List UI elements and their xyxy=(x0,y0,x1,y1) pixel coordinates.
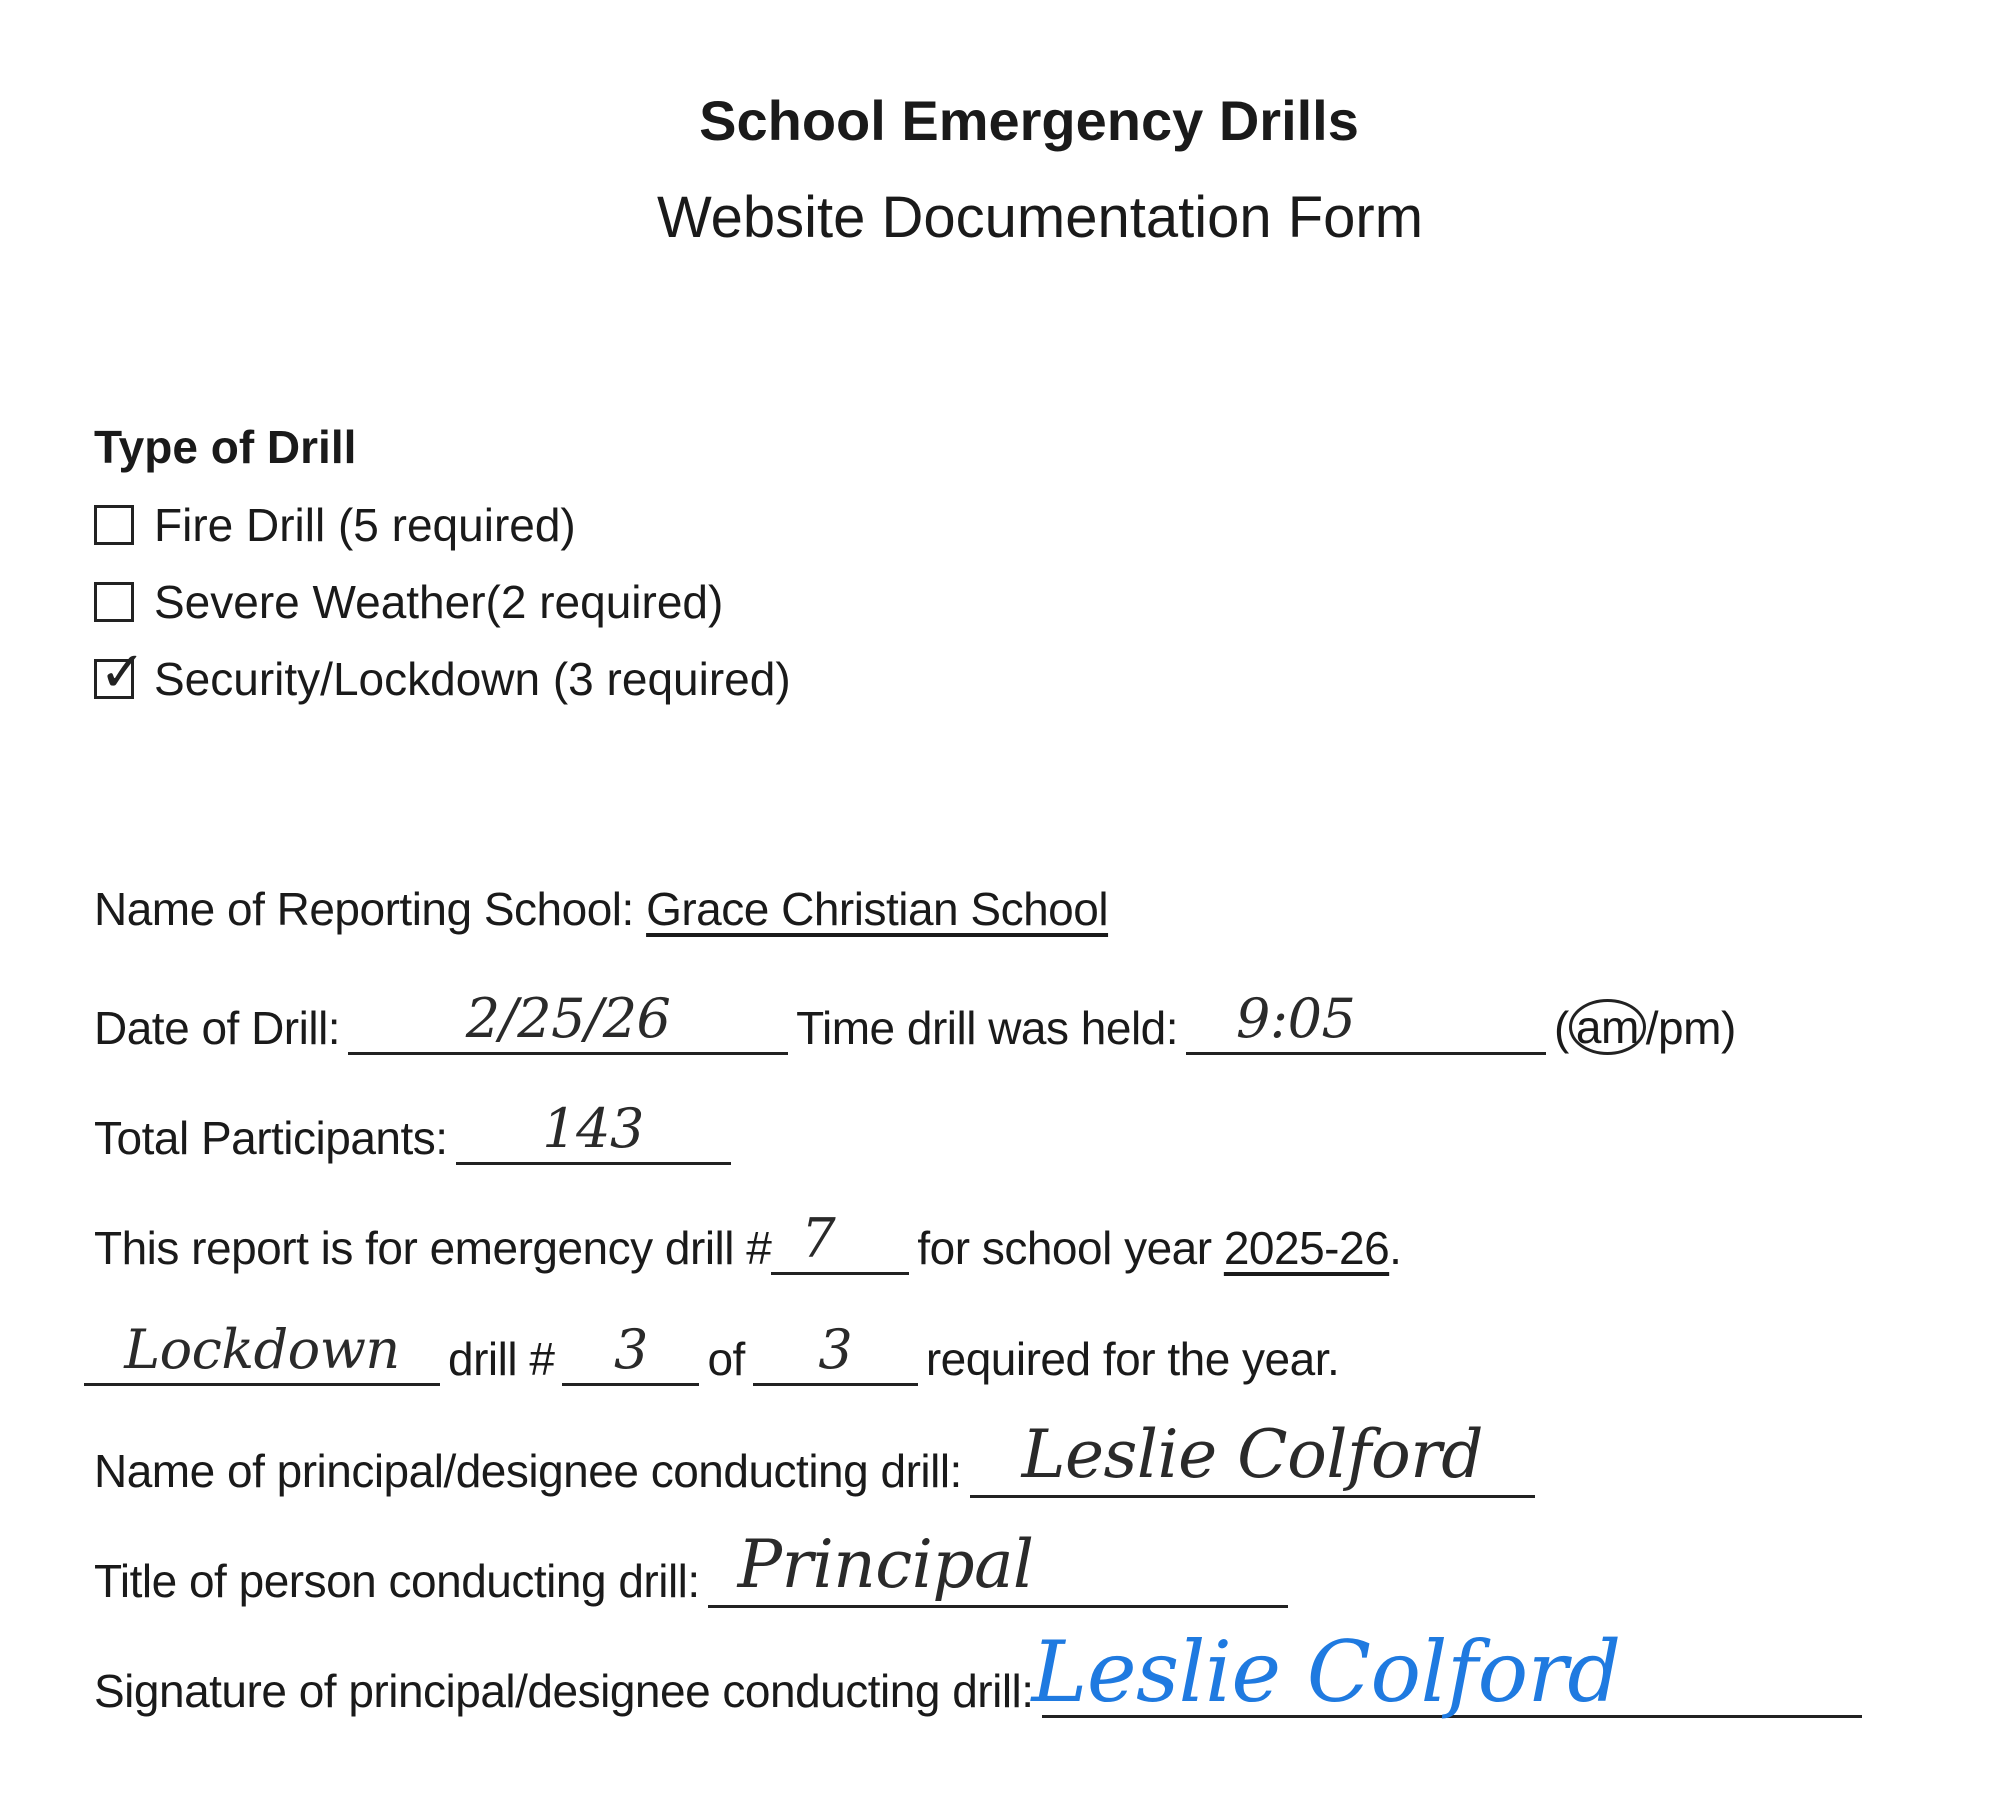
drill-number-value: 7 xyxy=(801,1207,836,1270)
drill-num-label: drill # xyxy=(448,1333,555,1385)
signature-label: Signature of principal/designee conducti… xyxy=(94,1665,1034,1717)
signature-row: Signature of principal/designee conducti… xyxy=(94,1623,1862,1721)
option-fire-drill[interactable]: Fire Drill (5 required) xyxy=(94,498,576,552)
principal-label: Name of principal/designee conducting dr… xyxy=(94,1445,962,1497)
drill-total-field[interactable]: 3 xyxy=(752,1318,918,1386)
signature-value: Leslie Colford xyxy=(1031,1623,1622,1721)
drill-kind-field[interactable]: Lockdown xyxy=(84,1318,440,1386)
participants-row: Total Participants: 143 xyxy=(94,1097,739,1165)
title-label: Title of person conducting drill: xyxy=(94,1555,700,1607)
drill-total-value: 3 xyxy=(818,1318,853,1381)
form-title: School Emergency Drills xyxy=(699,89,1359,152)
drill-number-field[interactable]: 7 xyxy=(771,1207,910,1275)
principal-field[interactable]: Leslie Colford xyxy=(969,1416,1535,1498)
checkbox-security-lockdown[interactable]: ✓ xyxy=(94,640,146,705)
school-year-label: for school year xyxy=(917,1222,1212,1274)
participants-label: Total Participants: xyxy=(94,1112,448,1164)
option-security-lockdown[interactable]: ✓ Security/Lockdown (3 required) xyxy=(94,640,791,706)
date-value: 2/25/26 xyxy=(465,987,671,1050)
school-label: Name of Reporting School: xyxy=(94,883,634,935)
ampm-open: ( xyxy=(1554,1002,1569,1054)
checkmark-icon: ✓ xyxy=(99,640,146,705)
period: . xyxy=(1389,1222,1402,1274)
am-circled[interactable]: am xyxy=(1568,999,1646,1055)
pm-option[interactable]: /pm) xyxy=(1645,1002,1737,1054)
time-label: Time drill was held: xyxy=(796,1002,1179,1054)
option-label: Severe Weather(2 required) xyxy=(154,576,724,628)
principal-value: Leslie Colford xyxy=(1021,1416,1484,1493)
drill-num-value: 3 xyxy=(614,1318,648,1381)
drill-type-heading: Type of Drill xyxy=(94,421,357,473)
report-label: This report is for emergency drill # xyxy=(94,1222,772,1274)
of-label: of xyxy=(707,1333,745,1385)
signature-field[interactable]: Leslie Colford xyxy=(1032,1623,1862,1721)
option-label: Security/Lockdown (3 required) xyxy=(154,653,791,705)
school-year-value[interactable]: 2025-26 xyxy=(1223,1222,1390,1274)
drill-num-field[interactable]: 3 xyxy=(562,1318,700,1386)
principal-row: Name of principal/designee conducting dr… xyxy=(94,1416,1543,1498)
school-value[interactable]: Grace Christian School xyxy=(646,883,1109,935)
option-label: Fire Drill (5 required) xyxy=(154,499,576,551)
date-label: Date of Drill: xyxy=(94,1002,341,1054)
time-value: 9:05 xyxy=(1236,987,1356,1050)
title-value: Principal xyxy=(737,1526,1034,1603)
report-row: This report is for emergency drill # 7 f… xyxy=(94,1207,1402,1275)
title-field[interactable]: Principal xyxy=(707,1526,1288,1608)
form-subtitle: Website Documentation Form xyxy=(656,185,1424,250)
drill-kind-value: Lockdown xyxy=(124,1318,400,1381)
drill-count-row: Lockdown drill # 3 of 3 required for the… xyxy=(84,1318,1340,1386)
school-row: Name of Reporting School: Grace Christia… xyxy=(94,882,1109,936)
participants-field[interactable]: 143 xyxy=(455,1097,731,1165)
required-label: required for the year. xyxy=(925,1333,1340,1385)
time-field[interactable]: 9:05 xyxy=(1186,987,1547,1055)
title-row: Title of person conducting drill: Princi… xyxy=(94,1526,1296,1608)
checkbox-severe-weather[interactable] xyxy=(94,582,134,622)
option-severe-weather[interactable]: Severe Weather(2 required) xyxy=(94,575,723,629)
checkbox-fire-drill[interactable] xyxy=(94,505,134,545)
date-time-row: Date of Drill: 2/25/26 Time drill was he… xyxy=(94,987,1737,1055)
date-field[interactable]: 2/25/26 xyxy=(348,987,789,1055)
participants-value: 143 xyxy=(542,1097,644,1160)
